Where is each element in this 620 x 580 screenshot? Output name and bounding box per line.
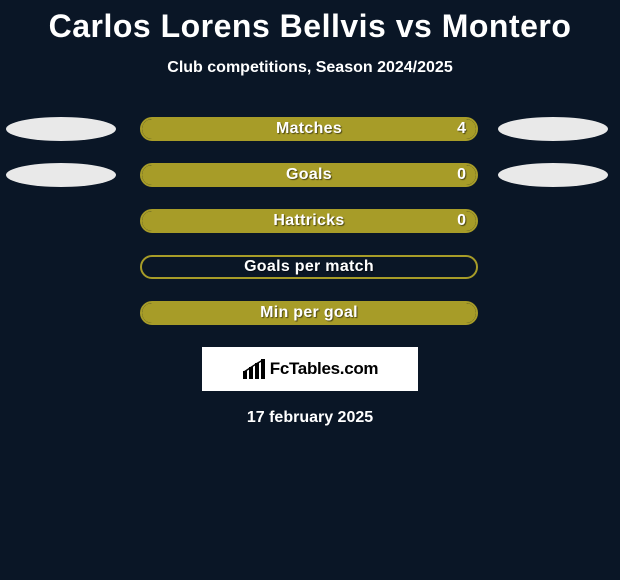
- stat-bar: Goals per match: [140, 255, 478, 279]
- stat-row: Min per goal: [0, 301, 620, 325]
- stat-value: 0: [457, 211, 466, 231]
- stat-row: Matches4: [0, 117, 620, 141]
- stat-row: Hattricks0: [0, 209, 620, 233]
- subtitle: Club competitions, Season 2024/2025: [0, 59, 620, 77]
- stat-rows: Matches4Goals0Hattricks0Goals per matchM…: [0, 117, 620, 325]
- date-text: 17 february 2025: [0, 409, 620, 427]
- stat-value: 4: [457, 119, 466, 139]
- stat-bar: Matches4: [140, 117, 478, 141]
- player-right-marker: [498, 163, 608, 187]
- player-left-marker: [6, 117, 116, 141]
- page-title: Carlos Lorens Bellvis vs Montero: [0, 0, 620, 45]
- stat-label: Min per goal: [142, 303, 476, 323]
- stat-bar: Hattricks0: [140, 209, 478, 233]
- stat-bar: Min per goal: [140, 301, 478, 325]
- player-left-marker: [6, 163, 116, 187]
- brand-badge: FcTables.com: [202, 347, 418, 391]
- stat-row: Goals0: [0, 163, 620, 187]
- stat-label: Goals: [142, 165, 476, 185]
- bars-icon: [242, 359, 266, 379]
- stat-row: Goals per match: [0, 255, 620, 279]
- stat-label: Goals per match: [142, 257, 476, 277]
- stat-value: 0: [457, 165, 466, 185]
- stat-label: Matches: [142, 119, 476, 139]
- stat-bar: Goals0: [140, 163, 478, 187]
- brand-text: FcTables.com: [270, 359, 379, 379]
- player-right-marker: [498, 117, 608, 141]
- stat-label: Hattricks: [142, 211, 476, 231]
